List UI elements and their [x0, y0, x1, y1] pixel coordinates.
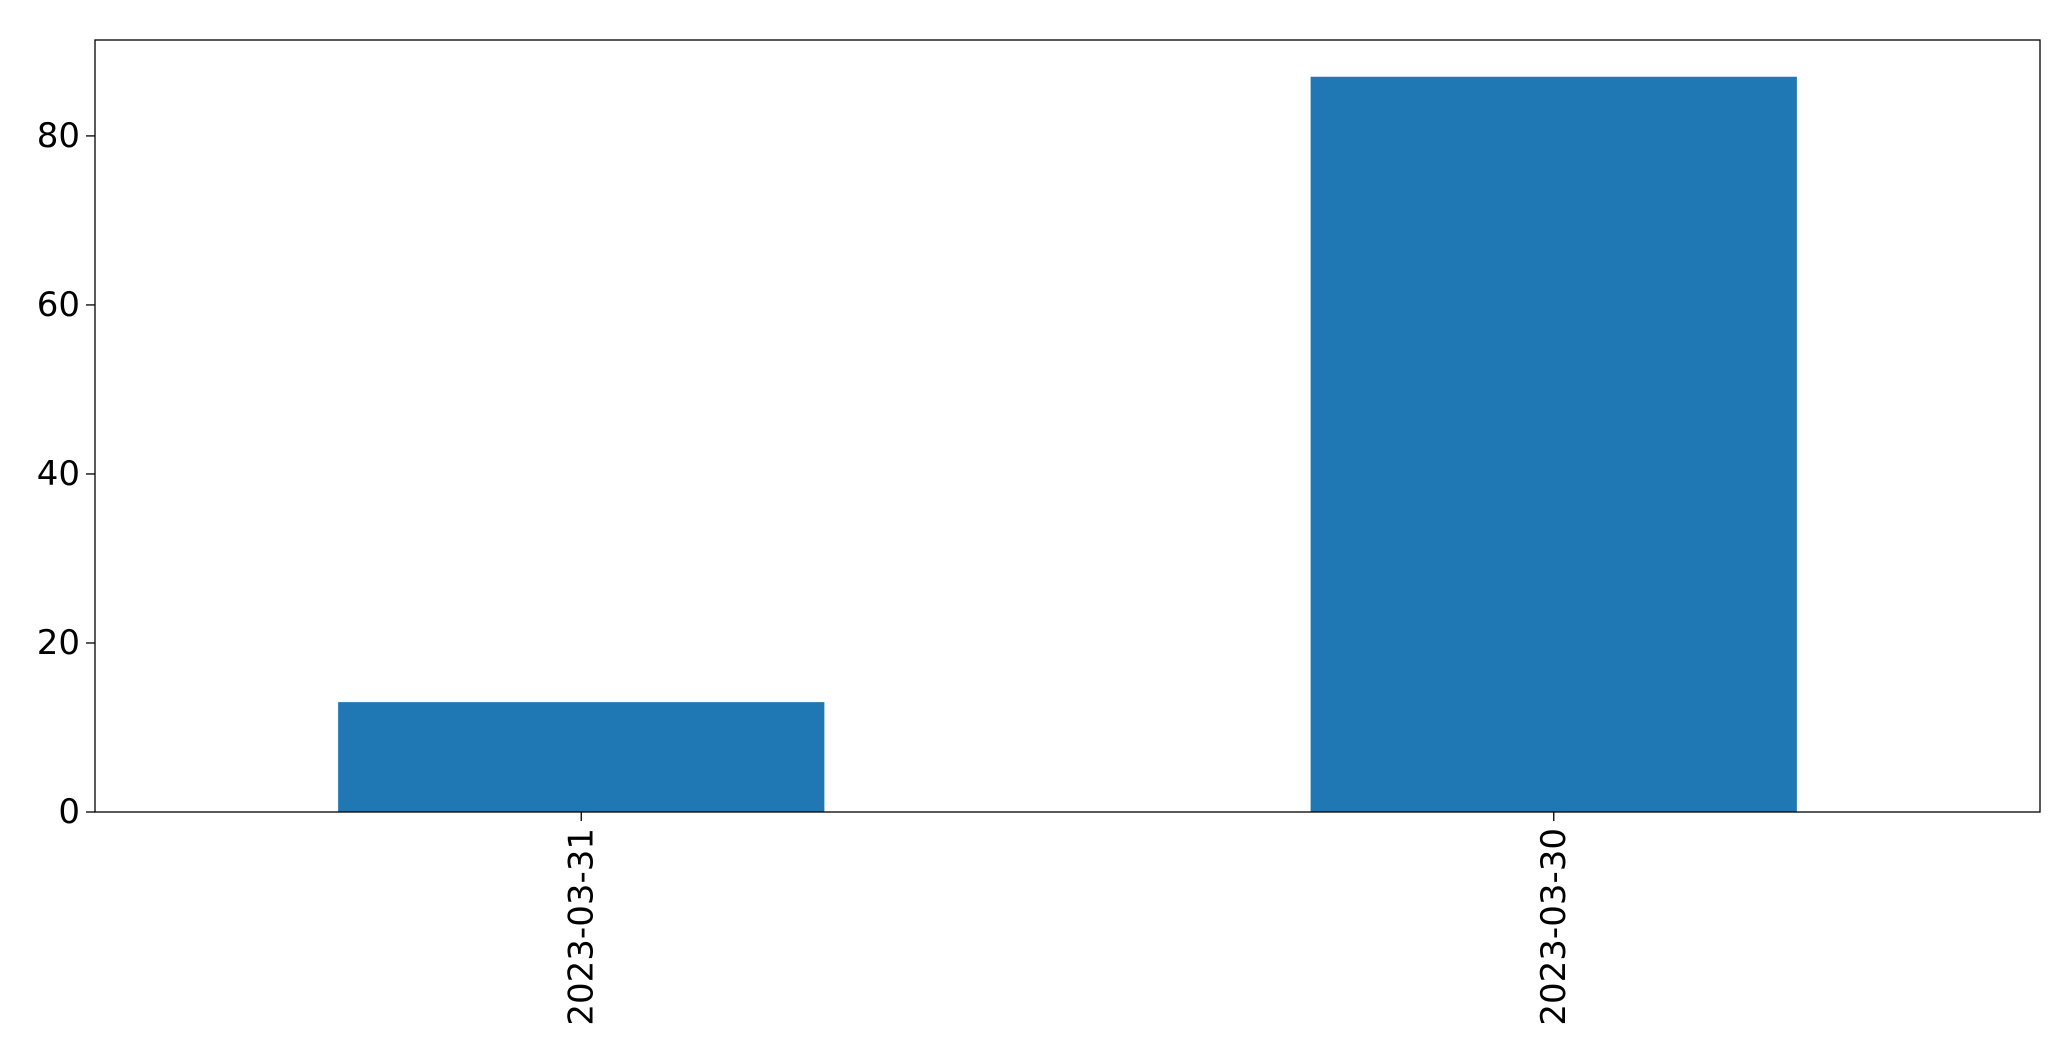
- x-tick-label: 2023-03-30: [1534, 828, 1574, 1026]
- y-tick-label: 0: [58, 792, 80, 832]
- y-tick-label: 40: [37, 454, 80, 494]
- y-tick-label: 60: [37, 285, 80, 325]
- bars-group: [338, 76, 1797, 812]
- y-axis: 0 20 40 60 80: [37, 116, 95, 832]
- x-tick-label: 2023-03-31: [561, 828, 601, 1026]
- x-axis: 2023-03-31 2023-03-30: [561, 812, 1574, 1026]
- plot-frame: [94, 39, 2041, 813]
- bar-2023-03-30: [1310, 76, 1797, 812]
- y-tick-label: 20: [37, 623, 80, 663]
- bar-2023-03-31: [338, 702, 825, 812]
- y-tick-label: 80: [37, 116, 80, 156]
